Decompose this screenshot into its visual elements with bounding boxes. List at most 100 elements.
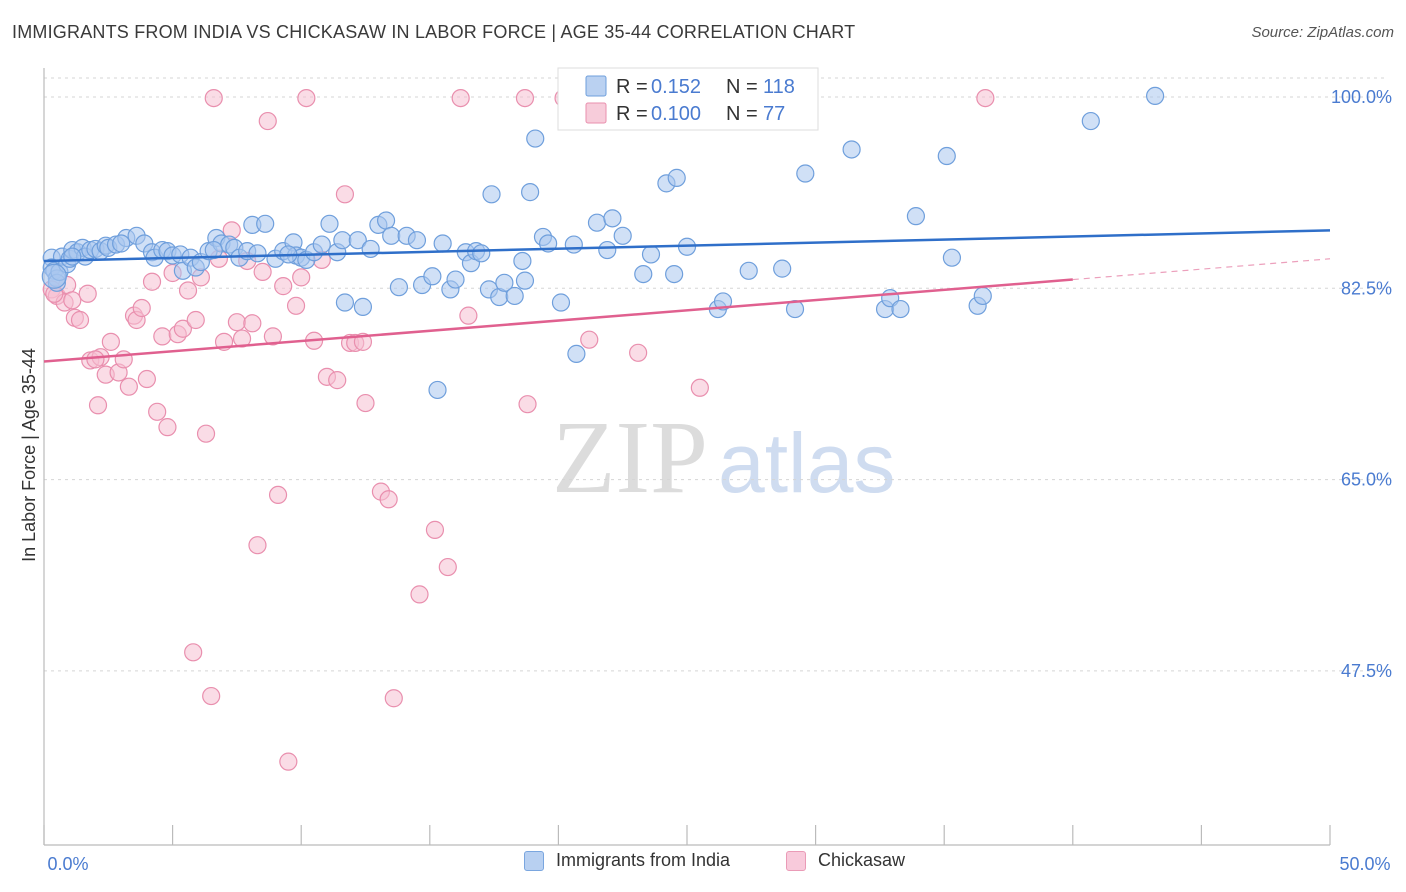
y-tick-label: 47.5% <box>1341 661 1392 681</box>
gridlines <box>44 77 1385 672</box>
chickasaw-point <box>335 185 355 204</box>
india-point <box>603 209 622 228</box>
india-point <box>361 239 380 259</box>
chickasaw-point <box>132 298 151 318</box>
india-point <box>665 264 684 284</box>
india-point <box>613 226 632 245</box>
india-point <box>423 267 442 286</box>
chickasaw-point <box>690 378 709 397</box>
chickasaw-point <box>629 343 648 362</box>
chickasaw-point <box>119 377 138 396</box>
chickasaw-point <box>158 418 177 437</box>
y-tick-label: 82.5% <box>1341 278 1392 298</box>
chickasaw-point <box>286 296 306 315</box>
legend-item-india[interactable]: Immigrants from India <box>524 850 730 871</box>
india-point <box>353 297 373 316</box>
chickasaw-point <box>86 350 105 369</box>
chickasaw-point <box>410 585 429 604</box>
chickasaw-trend-extension <box>1072 258 1331 281</box>
x-tick-label-max: 50.0% <box>1339 854 1390 874</box>
india-point <box>521 183 540 202</box>
chickasaw-point <box>580 330 599 349</box>
india-point <box>634 264 653 284</box>
correlation-legend: R = 0.152 N = 118 R = 0.100 N = 77 <box>557 67 819 131</box>
chickasaw-point <box>248 536 267 555</box>
legend-r-label: R = <box>616 76 648 98</box>
india-point <box>526 129 545 148</box>
chickasaw-point <box>297 88 316 108</box>
india-trend-line <box>43 229 1331 263</box>
chickasaw-points <box>42 88 995 771</box>
india-point <box>495 273 514 292</box>
y-tick-label: 65.0% <box>1341 470 1392 490</box>
chickasaw-point <box>292 268 311 287</box>
axes: 100.0% 82.5% 65.0% 47.5% 0.0% 50.0% <box>43 68 1392 874</box>
india-point <box>713 292 733 311</box>
chickasaw-point <box>438 557 457 577</box>
chickasaw-trend-line <box>43 278 1073 363</box>
legend-chickasaw-swatch-icon <box>585 102 607 124</box>
india-point <box>446 270 465 289</box>
chickasaw-point <box>268 485 288 505</box>
india-point <box>515 271 535 290</box>
india-point <box>256 214 275 233</box>
legend-n-value: 118 <box>763 76 795 98</box>
india-point <box>942 248 962 267</box>
chickasaw-point <box>279 752 298 771</box>
india-point <box>407 231 427 250</box>
chickasaw-point <box>459 306 478 325</box>
chickasaw-point <box>253 262 272 282</box>
india-point <box>335 293 355 312</box>
india-point <box>428 380 447 400</box>
chickasaw-point <box>232 329 252 348</box>
india-point <box>773 259 792 278</box>
chickasaw-point <box>114 350 133 369</box>
legend-n-value: 77 <box>763 103 785 125</box>
chickasaw-point <box>258 111 277 131</box>
india-point <box>312 235 331 254</box>
india-point <box>842 140 861 159</box>
chickasaw-point <box>976 88 995 108</box>
legend-label-india: Immigrants from India <box>556 850 731 870</box>
y-axis-label: In Labor Force | Age 35-44 <box>19 348 39 562</box>
chickasaw-point <box>148 402 167 421</box>
chickasaw-point <box>425 520 445 539</box>
india-point <box>248 244 267 263</box>
trend-lines <box>43 229 1331 363</box>
bottom-legend: Immigrants from India Chickasaw <box>0 850 1406 880</box>
india-point <box>348 231 367 250</box>
india-point <box>482 185 501 204</box>
watermark-zip: ZIP <box>552 400 708 515</box>
chickasaw-point <box>227 313 246 332</box>
india-point <box>551 293 571 312</box>
chickasaw-point <box>101 332 120 351</box>
india-point <box>667 168 686 187</box>
chickasaw-point <box>196 424 216 443</box>
chickasaw-point <box>70 310 90 330</box>
chickasaw-point <box>63 291 82 310</box>
india-points <box>41 86 1165 400</box>
india-point <box>376 211 396 230</box>
legend-label-chickasaw: Chickasaw <box>818 850 906 870</box>
india-point <box>389 278 409 297</box>
source-label: Source: ZipAtlas.com <box>1251 24 1394 41</box>
india-point <box>1081 111 1100 131</box>
india-point <box>567 344 586 363</box>
india-point <box>739 261 758 280</box>
india-point <box>641 245 661 264</box>
watermark: ZIP atlas <box>552 400 895 515</box>
india-point <box>382 226 401 245</box>
india-point <box>333 231 352 250</box>
chickasaw-point <box>88 396 108 415</box>
chickasaw-point <box>173 319 192 338</box>
legend-n-label: N = <box>726 103 758 125</box>
legend-india-swatch-icon <box>585 75 607 97</box>
legend-item-chickasaw[interactable]: Chickasaw <box>786 850 905 871</box>
chickasaw-point <box>178 281 198 300</box>
legend-r-value: 0.152 <box>651 76 701 98</box>
chart-title: IMMIGRANTS FROM INDIA VS CHICKASAW IN LA… <box>12 22 856 42</box>
india-point <box>891 299 910 319</box>
india-swatch-icon <box>524 850 544 871</box>
chickasaw-point <box>202 686 221 706</box>
chickasaw-point <box>515 88 535 108</box>
